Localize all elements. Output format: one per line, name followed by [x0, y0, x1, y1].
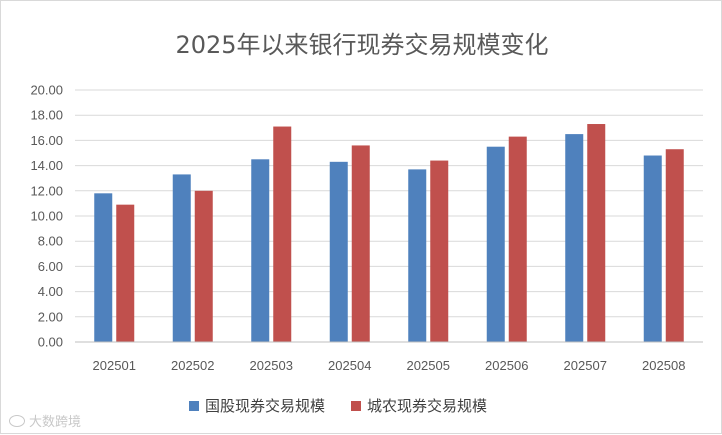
bar-series-1 — [172, 174, 191, 342]
y-tick-label: 12.00 — [30, 183, 63, 198]
y-tick-label: 4.00 — [38, 284, 63, 299]
legend-label-series-2: 城农现券交易规模 — [367, 397, 488, 415]
x-tick-label: 202504 — [328, 358, 371, 373]
y-tick-label: 20.00 — [30, 83, 63, 98]
bar-series-2 — [508, 136, 527, 342]
bar-series-1 — [408, 169, 427, 342]
legend-item-series-2: 城农现券交易规模 — [351, 395, 487, 416]
x-tick-label: 202503 — [250, 358, 293, 373]
watermark: 大数跨境 — [9, 411, 81, 430]
bar-series-2 — [665, 149, 684, 342]
y-tick-label: 18.00 — [30, 108, 63, 123]
bar-series-2 — [273, 126, 292, 342]
y-tick-label: 8.00 — [38, 234, 63, 249]
bar-series-2 — [116, 204, 135, 342]
legend-label-series-1: 国股现券交易规模 — [205, 397, 326, 415]
bar-series-1 — [94, 193, 113, 342]
watermark-text: 大数跨境 — [29, 415, 82, 430]
chart-legend: 国股现券交易规模 城农现券交易规模 — [189, 395, 487, 416]
y-tick-label: 0.00 — [38, 335, 63, 350]
bar-series-2 — [351, 145, 370, 342]
x-tick-label: 202505 — [407, 358, 450, 373]
bar-series-1 — [251, 159, 270, 342]
bar-series-1 — [486, 146, 505, 342]
bar-series-1 — [643, 155, 662, 342]
y-tick-label: 16.00 — [30, 133, 63, 148]
bar-series-1 — [565, 134, 584, 342]
y-tick-label: 10.00 — [30, 209, 63, 224]
watermark-logo-icon — [9, 414, 25, 427]
legend-swatch-blue — [189, 400, 199, 411]
legend-item-series-1: 国股现券交易规模 — [189, 395, 325, 416]
x-tick-label: 202501 — [93, 358, 136, 373]
y-tick-label: 14.00 — [30, 158, 63, 173]
bar-series-1 — [329, 161, 348, 342]
y-tick-label: 6.00 — [38, 259, 63, 274]
x-tick-label: 202507 — [564, 358, 607, 373]
bar-series-2 — [430, 160, 449, 342]
x-tick-label: 202502 — [171, 358, 214, 373]
legend-swatch-red — [351, 400, 362, 411]
x-tick-label: 202508 — [642, 358, 685, 373]
y-tick-label: 2.00 — [38, 309, 63, 324]
x-tick-label: 202506 — [485, 358, 528, 373]
chart-title: 2025年以来银行现券交易规模变化 — [175, 31, 549, 59]
bar-series-2 — [587, 124, 606, 343]
bar-series-2 — [194, 190, 213, 342]
